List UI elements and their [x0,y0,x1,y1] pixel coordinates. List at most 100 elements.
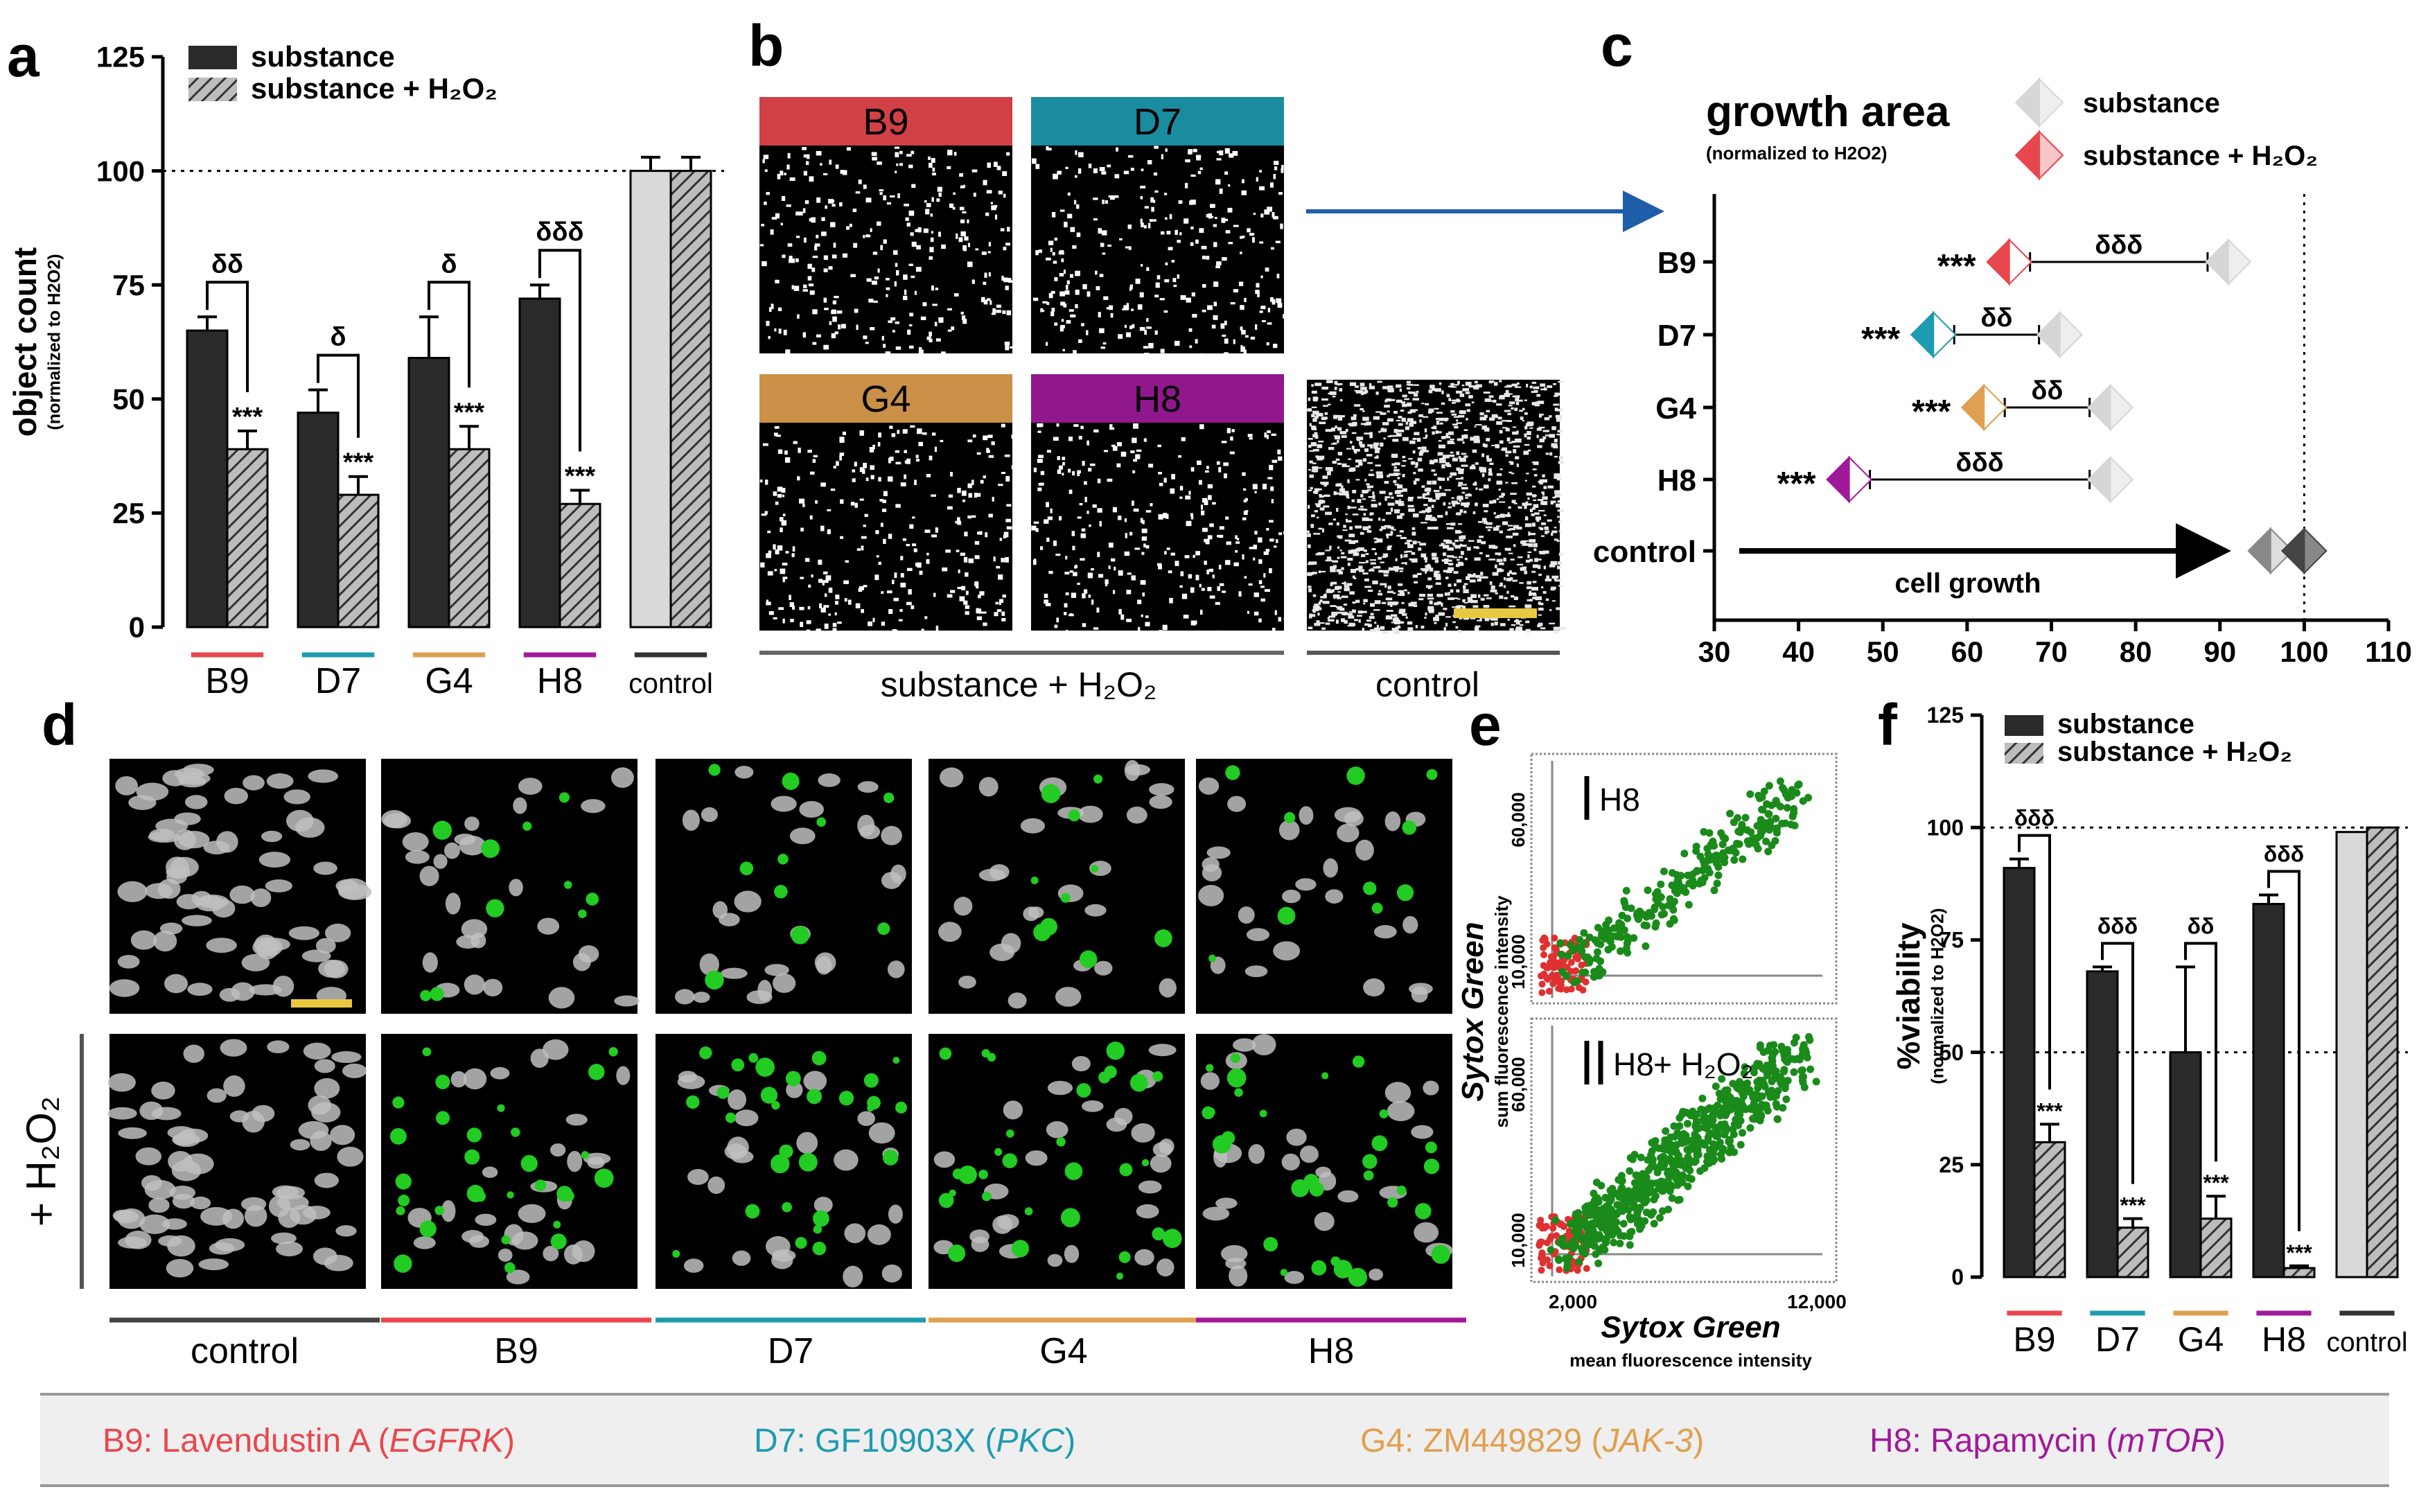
cell-dot [839,437,845,443]
cell-dot [1222,590,1226,593]
cell [267,1040,290,1053]
cell-dot [821,217,825,221]
cell [513,797,527,814]
cell-dot [1412,574,1418,578]
cell-dot [1520,568,1527,571]
cell-dot [926,336,931,340]
cell-dot [1243,349,1247,355]
cell [229,1110,249,1123]
cell-dot [1240,344,1243,348]
cell-dot [1213,301,1217,306]
sytox-positive-cell [1154,929,1172,947]
cell-dot [1137,304,1143,310]
sytox-positive-cell [739,861,754,876]
cell-dot [1166,231,1171,235]
cell-dot [1308,561,1314,565]
cell-dot [1454,425,1459,429]
cell-dot [1068,468,1071,473]
plot-label-suffix: + H₂O₂ [1653,1046,1753,1082]
sytox-positive-cell [392,1096,405,1109]
cell-dot [1433,490,1440,493]
cell-dot [1473,546,1479,549]
cell-dot [1244,335,1249,338]
cell-dot [1086,330,1089,335]
cell-dot [812,342,817,345]
cell-dot [1427,527,1433,529]
cell-dot [1242,472,1246,476]
cell [109,979,140,997]
cell [563,1244,583,1265]
sytox-positive-cell [982,1191,992,1202]
cell-dot [820,607,826,613]
cell-dot [1384,498,1387,501]
cell-dot [774,328,777,332]
sytox-point [1554,1255,1563,1263]
cell-dot [802,147,807,150]
cell [565,1114,588,1126]
cell-dot [1240,236,1243,239]
sytox-positive-cell [949,1189,956,1197]
cell-dot [1358,619,1361,623]
cell-dot [1185,495,1191,500]
cell-dot [1199,424,1204,430]
cell-dot [936,198,940,202]
column-label: control [191,1331,299,1371]
cell-dot [1332,594,1340,598]
cell-dot [1359,569,1364,572]
cell-dot [1084,496,1087,502]
tile-header-H8 [1031,374,1284,423]
cell-dot [1315,607,1322,610]
bar-substance [518,297,561,628]
cell-dot [846,226,850,230]
cell-dot [1352,489,1357,493]
cell-dot [1457,380,1460,385]
cell-dot [1225,230,1231,234]
cell [958,975,976,989]
cell-dot [1473,439,1480,443]
cell-dot [1219,150,1224,156]
cell-dot [1083,589,1088,594]
cell-dot [1469,579,1476,583]
cell [1202,1206,1230,1221]
cell-dot [1132,500,1134,506]
cell-dot [1432,431,1435,435]
cell-dot [1389,473,1394,476]
cell-dot [1479,552,1483,554]
sytox-point [1768,1078,1776,1086]
cell-dot [1323,494,1330,498]
cell-dot [811,267,816,272]
cell-dot [832,300,836,305]
cell-dot [1427,597,1434,600]
cell-dot [1535,401,1540,404]
cell-dot [1177,240,1181,243]
cell-dot [1413,384,1419,386]
cell-dot [934,322,938,326]
cell-dot [1068,309,1074,312]
cell-dot [1332,518,1336,521]
y-tick-label: 25 [112,497,145,529]
cell-dot [1059,209,1065,212]
cell-dot [1005,243,1010,246]
cell-dot [859,467,864,473]
cell-dot [778,607,784,610]
cell-dot [1268,520,1274,523]
cell [182,915,212,926]
cell-dot [1420,450,1424,455]
cell-dot [922,302,927,306]
x-tick-label: 40 [1782,635,1815,668]
cell-dot [1462,599,1465,603]
sytox-point [1624,1206,1633,1214]
cell-dot [1428,487,1432,492]
row-label-D7: D7 [1657,319,1696,353]
cell-dot [912,516,915,519]
cell-dot [1116,463,1121,468]
cell-dot [1038,482,1044,486]
cell-dot [1435,493,1441,498]
cell-dot [1113,590,1116,595]
cell-dot [1341,595,1348,598]
cell-dot [1099,274,1104,277]
row-label-G4: G4 [1655,392,1696,425]
cell-dot [829,321,832,326]
cell-dot [1224,148,1230,154]
cell-dot [882,500,886,504]
